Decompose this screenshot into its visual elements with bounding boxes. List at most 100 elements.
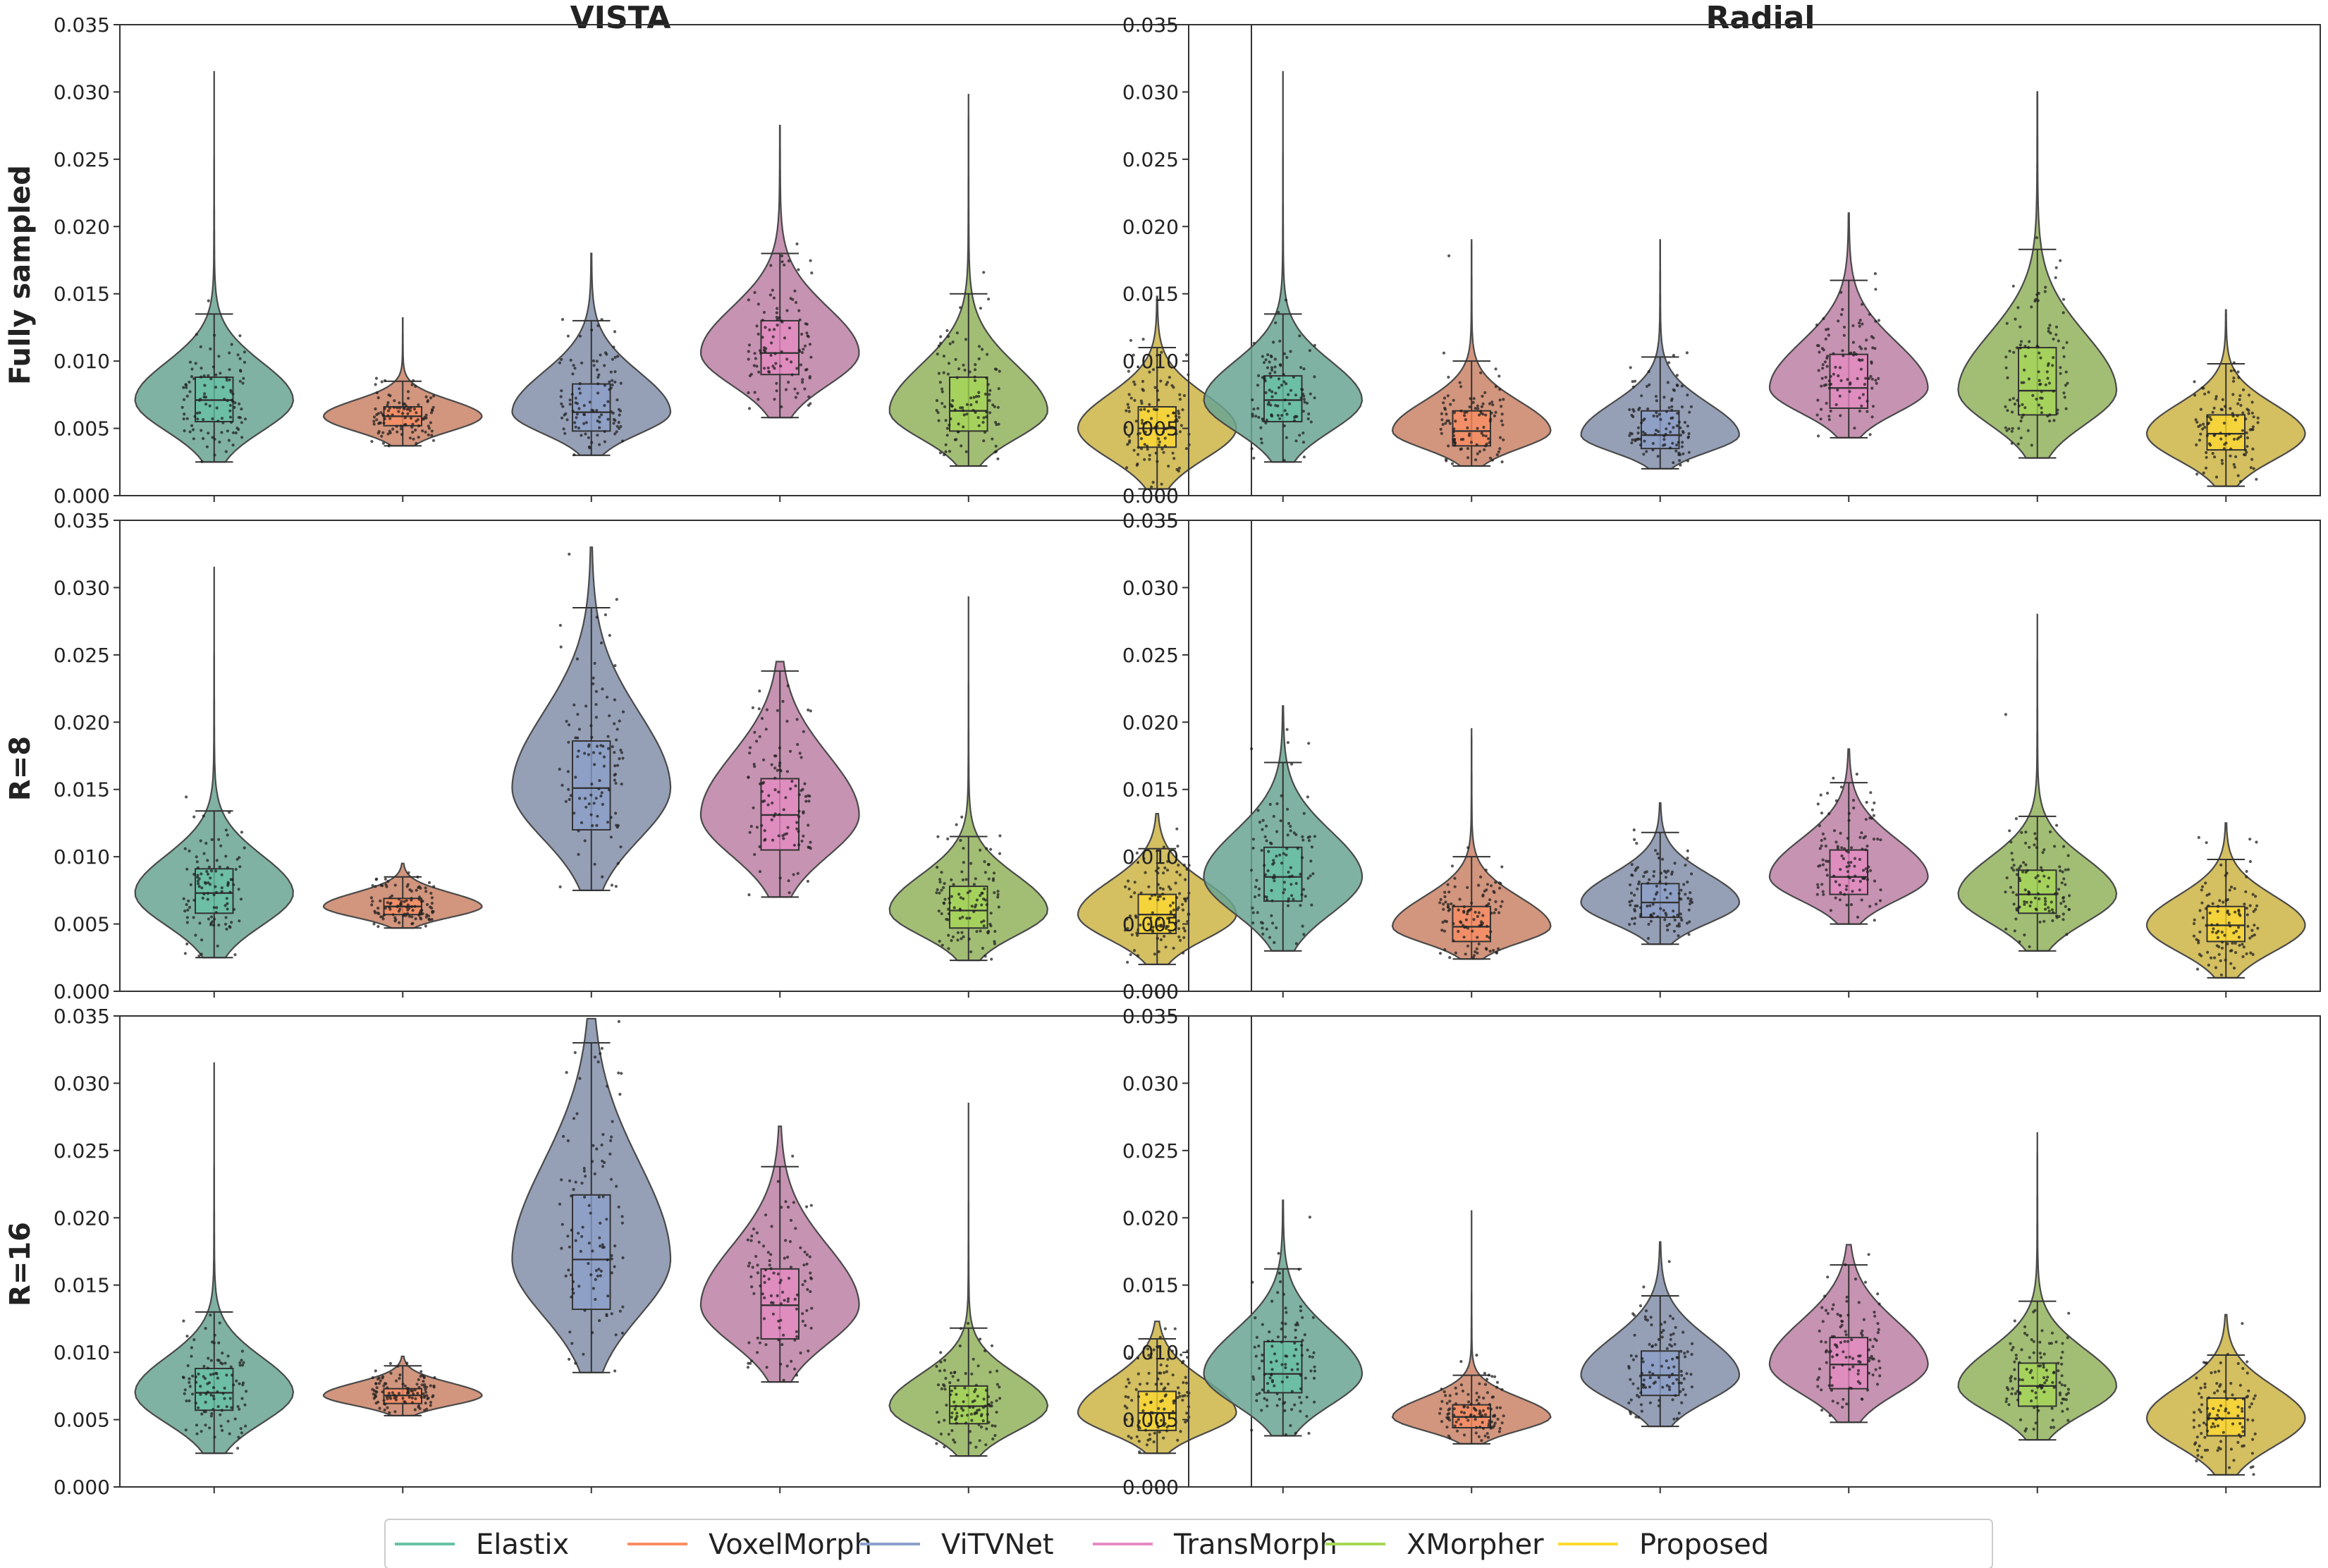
- jitter-point: [2252, 1397, 2255, 1400]
- jitter-point: [410, 425, 414, 429]
- jitter-point: [1495, 1380, 1500, 1384]
- jitter-point: [1863, 876, 1866, 880]
- jitter-point: [617, 427, 621, 430]
- jitter-point: [1632, 410, 1636, 413]
- jitter-point: [2004, 1399, 2008, 1404]
- jitter-point: [388, 895, 392, 899]
- jitter-point: [996, 895, 1000, 899]
- jitter-point: [1877, 1302, 1881, 1306]
- jitter-point: [1502, 438, 1505, 441]
- jitter-point: [2241, 955, 2245, 958]
- jitter-point: [1251, 846, 1255, 850]
- jitter-point: [2203, 1435, 2207, 1439]
- jitter-point: [1305, 1414, 1309, 1418]
- jitter-point: [1876, 1292, 1880, 1296]
- jitter-point: [183, 412, 186, 416]
- jitter-point: [583, 752, 587, 755]
- jitter-point: [936, 1411, 939, 1414]
- jitter-point: [417, 1385, 421, 1389]
- jitter-point: [386, 432, 390, 436]
- jitter-point: [587, 1262, 590, 1266]
- jitter-point: [2204, 466, 2208, 470]
- violin-voxelmorph: [1391, 239, 1552, 502]
- jitter-point: [764, 326, 767, 329]
- jitter-point: [1152, 1348, 1156, 1352]
- jitter-point: [1688, 902, 1692, 906]
- jitter-point: [795, 1307, 799, 1311]
- jitter-point: [432, 394, 436, 398]
- jitter-point: [429, 411, 434, 415]
- jitter-point: [590, 783, 594, 786]
- jitter-point: [775, 311, 778, 314]
- jitter-point: [610, 1257, 613, 1261]
- jitter-point: [771, 838, 775, 842]
- jitter-point: [763, 799, 766, 803]
- jitter-point: [1672, 915, 1676, 919]
- jitter-point: [784, 1200, 788, 1203]
- jitter-point: [185, 1399, 188, 1403]
- jitter-point: [1648, 383, 1651, 387]
- jitter-point: [429, 1384, 432, 1388]
- jitter-point: [220, 886, 223, 890]
- jitter-point: [1856, 915, 1860, 919]
- jitter-point: [1313, 343, 1316, 347]
- jitter-point: [219, 1413, 222, 1416]
- jitter-point: [1674, 1325, 1677, 1329]
- jitter-point: [593, 1172, 596, 1176]
- jitter-point: [184, 1428, 188, 1432]
- jitter-point: [1469, 441, 1474, 444]
- jitter-point: [1485, 1378, 1489, 1381]
- jitter-point: [386, 1386, 389, 1390]
- jitter-point: [1147, 1371, 1151, 1375]
- jitter-point: [1184, 878, 1187, 881]
- jitter-point: [1825, 328, 1828, 331]
- jitter-point: [1154, 1383, 1158, 1386]
- jitter-point: [1671, 1398, 1674, 1402]
- jitter-point: [620, 1331, 625, 1335]
- jitter-point: [2007, 1403, 2011, 1407]
- jitter-point: [950, 1371, 953, 1375]
- jitter-point: [1289, 1423, 1292, 1428]
- jitter-point: [980, 903, 984, 907]
- jitter-point: [2212, 1391, 2217, 1395]
- jitter-point: [2050, 1342, 2053, 1345]
- jitter-point: [1440, 1399, 1444, 1403]
- jitter-point: [1829, 382, 1833, 386]
- jitter-point: [1841, 349, 1844, 353]
- jitter-point: [1860, 1331, 1863, 1335]
- jitter-point: [616, 764, 620, 767]
- jitter-point: [995, 367, 998, 372]
- jitter-point: [2195, 1459, 2198, 1463]
- jitter-point: [2205, 1423, 2208, 1426]
- jitter-point: [801, 1283, 804, 1287]
- jitter-point: [601, 687, 604, 691]
- jitter-point: [956, 430, 960, 434]
- jitter-point: [1629, 1354, 1633, 1357]
- jitter-point: [2012, 350, 2016, 354]
- jitter-point: [423, 1383, 427, 1387]
- jitter-point: [1634, 1415, 1638, 1419]
- jitter-point: [2061, 912, 2065, 916]
- jitter-point: [1271, 921, 1275, 925]
- y-tick-label: 0.025: [54, 644, 110, 667]
- jitter-point: [1146, 1382, 1149, 1385]
- jitter-point: [962, 861, 965, 864]
- jitter-point: [979, 1337, 982, 1341]
- jitter-point: [1153, 953, 1156, 956]
- jitter-point: [2206, 415, 2210, 419]
- jitter-point: [753, 765, 756, 768]
- jitter-point: [786, 1206, 790, 1209]
- jitter-point: [1445, 1426, 1449, 1429]
- jitter-point: [227, 439, 231, 442]
- jitter-point: [183, 847, 187, 850]
- jitter-point: [1676, 412, 1679, 415]
- jitter-point: [1164, 945, 1168, 949]
- jitter-point: [780, 350, 783, 353]
- jitter-point: [2244, 890, 2248, 893]
- jitter-point: [595, 615, 599, 619]
- jitter-point: [995, 1410, 998, 1414]
- jitter-point: [2004, 405, 2007, 409]
- jitter-point: [2065, 933, 2069, 936]
- jitter-point: [1154, 451, 1158, 455]
- jitter-point: [968, 1430, 972, 1433]
